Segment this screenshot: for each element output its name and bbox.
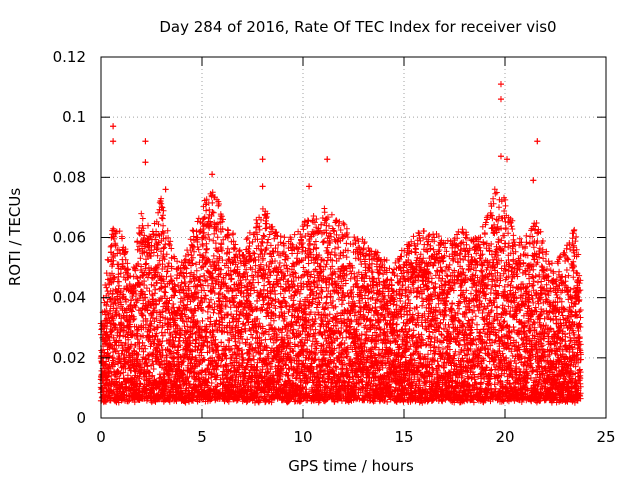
- outlier-point: [306, 183, 313, 190]
- x-tick-label: 10: [293, 428, 312, 446]
- outlier-point: [534, 138, 541, 145]
- outlier-point: [324, 156, 331, 163]
- outlier-point: [162, 186, 169, 193]
- y-tick-label: 0.08: [53, 168, 86, 186]
- outlier-point: [110, 138, 117, 145]
- x-axis-label: GPS time / hours: [288, 457, 414, 475]
- chart-title: Day 284 of 2016, Rate Of TEC Index for r…: [159, 18, 556, 36]
- y-tick-label: 0.1: [62, 108, 86, 126]
- outlier-point: [259, 183, 266, 190]
- x-tick-label: 15: [394, 428, 413, 446]
- data-points: [97, 81, 584, 406]
- outlier-point: [530, 177, 537, 184]
- y-tick-label: 0: [76, 409, 86, 427]
- x-tick-label: 5: [197, 428, 207, 446]
- outlier-point: [497, 153, 504, 160]
- y-tick-label: 0.04: [53, 289, 86, 307]
- outlier-point: [497, 81, 504, 88]
- outlier-point: [209, 171, 216, 178]
- x-tick-label: 20: [495, 428, 514, 446]
- outlier-point: [142, 138, 149, 145]
- outlier-point: [497, 96, 504, 103]
- axis-ticks: 0 5 10 15 20 25 0 0.02 0.04 0.06 0.08 0.1 0.12: [53, 48, 616, 446]
- y-axis-label: ROTI / TECUs: [6, 188, 24, 286]
- outlier-point: [259, 156, 266, 163]
- outlier-point: [504, 156, 511, 163]
- y-tick-label: 0.06: [53, 229, 86, 247]
- x-tick-label: 0: [96, 428, 106, 446]
- outlier-point: [142, 159, 149, 166]
- outlier-point: [110, 123, 117, 130]
- y-tick-label: 0.02: [53, 349, 86, 367]
- x-tick-label: 25: [596, 428, 615, 446]
- y-tick-label: 0.12: [53, 48, 86, 66]
